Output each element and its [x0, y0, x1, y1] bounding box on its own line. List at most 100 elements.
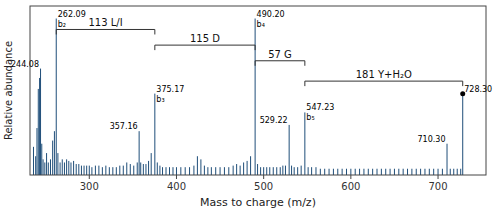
peak: [311, 167, 312, 175]
peak: [91, 167, 92, 175]
peak: [116, 167, 117, 175]
peak-label: 710.30: [418, 135, 446, 144]
peak: [54, 131, 55, 175]
x-axis: 300400500600700: [80, 175, 448, 192]
peak: [282, 166, 283, 175]
peak: [329, 169, 330, 175]
peak: [157, 162, 158, 175]
peak: [457, 169, 458, 175]
peak: [200, 159, 201, 175]
peak: [189, 167, 190, 175]
peak: [215, 167, 216, 175]
peak: [308, 167, 309, 175]
peak: [462, 94, 463, 175]
peak: [424, 169, 425, 175]
peak: [453, 169, 454, 175]
peak: [143, 164, 144, 175]
peak: [137, 162, 138, 175]
peak: [73, 161, 74, 175]
chart: 300400500600700 Mass to charge (m/z) Relat…: [0, 0, 500, 211]
peak: [359, 169, 360, 175]
peak: [151, 153, 152, 175]
peak: [176, 167, 177, 175]
y-axis-label: Relative abundance: [3, 41, 14, 140]
peak: [233, 166, 234, 175]
peak: [416, 169, 417, 175]
peak: [269, 167, 270, 175]
peak: [40, 69, 41, 175]
bracket: [155, 45, 255, 50]
x-tick: [263, 175, 264, 179]
peak: [438, 169, 439, 175]
x-tick-label: 700: [428, 181, 447, 192]
peak: [324, 169, 325, 175]
peak: [66, 159, 67, 175]
peak-label: 357.16: [110, 122, 138, 131]
peak: [185, 167, 186, 175]
peak: [204, 166, 205, 175]
peak: [280, 167, 281, 175]
peak: [333, 169, 334, 175]
peak: [98, 166, 99, 175]
peak: [315, 167, 316, 175]
peak-sublabel: b₃: [156, 95, 164, 104]
bracket-label: 57 G: [268, 49, 292, 60]
peak: [139, 131, 140, 175]
peak-label: 244.08: [11, 60, 39, 69]
peak: [119, 166, 120, 175]
peak: [398, 169, 399, 175]
peak: [390, 169, 391, 175]
peak: [126, 162, 127, 175]
peak: [78, 164, 79, 175]
peak: [68, 161, 69, 175]
peak: [33, 147, 34, 175]
peak: [350, 169, 351, 175]
peak-label: 529.22: [260, 116, 288, 125]
peak: [255, 19, 256, 175]
peak: [43, 159, 44, 175]
bracket: [255, 61, 305, 66]
x-axis-label: Mass to charge (m/z): [200, 196, 316, 209]
peak: [130, 164, 131, 175]
peak: [247, 161, 248, 175]
peak: [148, 161, 149, 175]
peak: [385, 169, 386, 175]
peak: [220, 167, 221, 175]
peak: [346, 169, 347, 175]
bracket-label: 115 D: [190, 33, 220, 44]
peak: [109, 167, 110, 175]
peak: [140, 162, 141, 175]
peak-sublabel: b₄: [257, 20, 265, 29]
peak: [46, 153, 47, 175]
x-tick: [176, 175, 177, 179]
bracket-label: 113 L/I: [88, 17, 122, 28]
bracket-label: 181 Y+H₂O: [356, 69, 412, 80]
peak: [291, 166, 292, 175]
peak: [50, 159, 51, 175]
peak: [433, 169, 434, 175]
peak: [250, 156, 251, 175]
peak: [180, 167, 181, 175]
peak: [95, 166, 96, 175]
peak: [154, 94, 155, 175]
peak: [102, 167, 103, 175]
peak: [123, 166, 124, 175]
peak: [342, 169, 343, 175]
peak: [266, 167, 267, 175]
peak-label: 262.09: [58, 10, 86, 19]
peak-label: 490.20: [257, 10, 285, 19]
peak: [166, 167, 167, 175]
peak: [145, 164, 146, 175]
peak-label: 375.17: [156, 85, 184, 94]
peak: [89, 166, 90, 175]
peak: [52, 141, 53, 175]
peak: [263, 167, 264, 175]
peak-sublabel: b₅: [306, 113, 314, 122]
peak: [162, 167, 163, 175]
peak: [228, 167, 229, 175]
peak: [447, 144, 448, 175]
peak: [41, 144, 42, 175]
peak: [105, 166, 106, 175]
peak: [285, 166, 286, 175]
peak: [36, 128, 37, 175]
